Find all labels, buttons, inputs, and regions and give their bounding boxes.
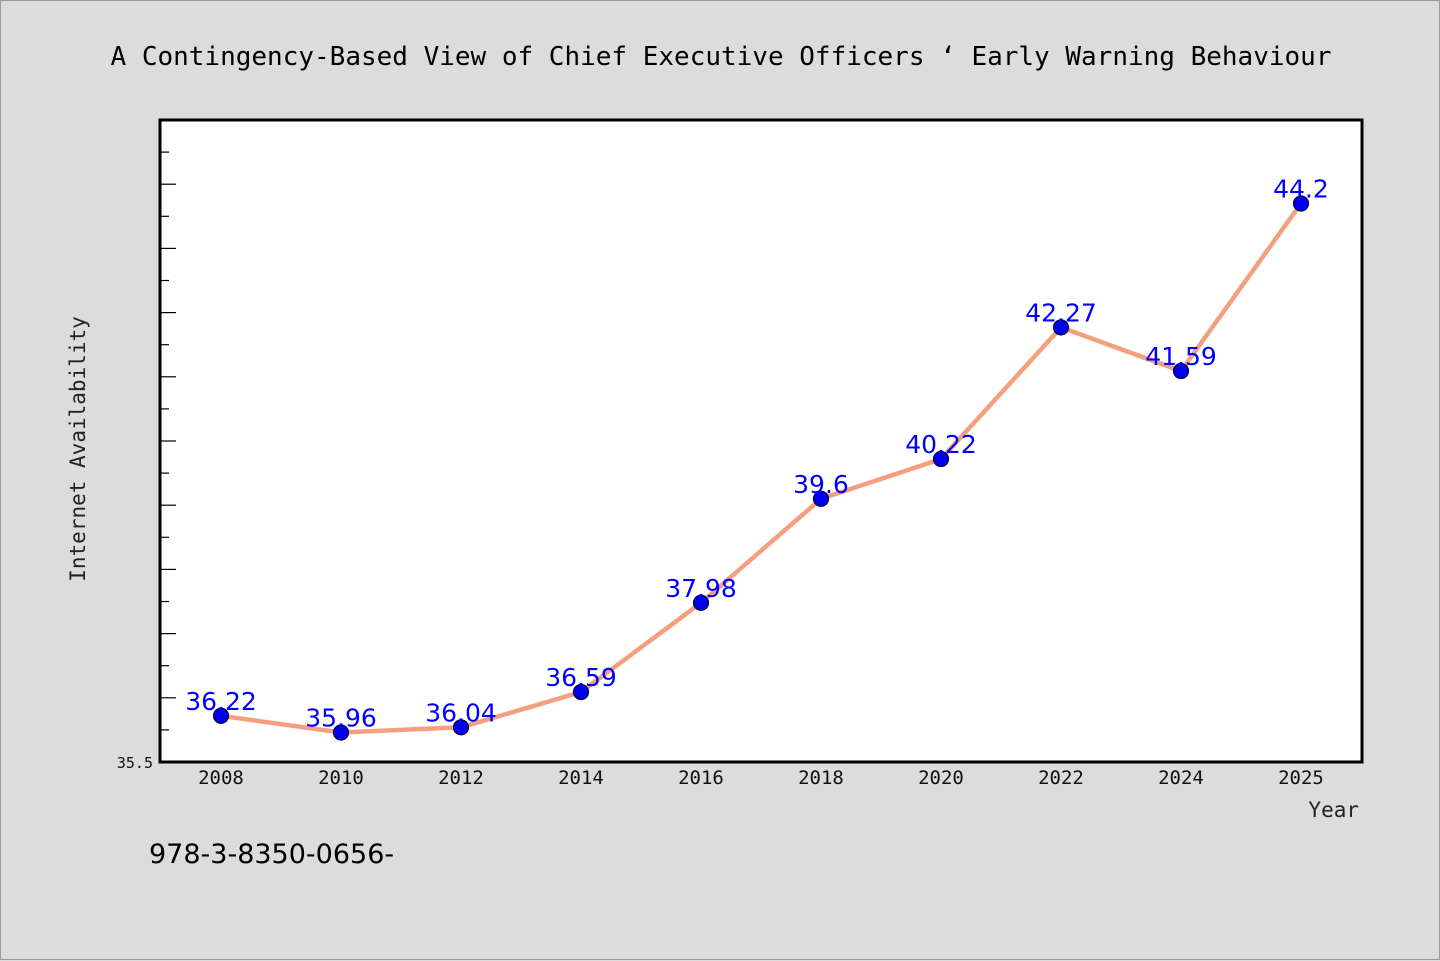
data-label: 36.04: [425, 698, 497, 727]
data-label: 40.22: [905, 430, 977, 459]
data-label: 39.6: [793, 470, 849, 499]
x-tick-label: 2014: [558, 767, 604, 789]
x-tick-label: 2022: [1038, 767, 1084, 789]
y-tick-label: 35.5: [117, 754, 153, 772]
x-tick-label: 2024: [1158, 767, 1204, 789]
data-label: 36.59: [545, 663, 617, 692]
data-labels: 36.22 35.96 36.04 36.59 37.98 39.6 40.22 42.27 4…: [185, 174, 1329, 732]
chart-title: A Contingency-Based View of Chief Execut…: [111, 42, 1332, 72]
data-label: 35.96: [305, 703, 377, 732]
data-label: 41.59: [1145, 342, 1217, 371]
isbn-text: 978-3-8350-0656-: [149, 839, 394, 870]
series-line: [218, 201, 1304, 735]
data-point-marker: [1172, 362, 1190, 380]
data-label: 42.27: [1025, 298, 1097, 327]
data-point-marker: [572, 683, 590, 701]
data-point-marker: [1052, 319, 1070, 336]
data-label: 44.2: [1273, 174, 1329, 203]
data-point-marker: [1292, 195, 1310, 212]
x-tick-label: 2018: [798, 767, 844, 789]
x-tick-label: 2016: [678, 767, 724, 789]
x-axis-tick-labels: 2008 2010 2012 2014 2016 2018 2020 2022 2024 2025: [198, 767, 1324, 789]
x-tick-label: 2012: [438, 767, 484, 789]
plot-area: [158, 118, 1364, 764]
series-markers: [212, 195, 1310, 741]
data-point-marker: [212, 707, 230, 724]
data-label: 36.22: [185, 687, 257, 716]
y-axis-ticks: [160, 119, 176, 763]
data-point-marker: [812, 490, 830, 507]
x-tick-label: 2008: [198, 767, 244, 789]
data-point-marker: [452, 719, 470, 736]
x-tick-label: 2010: [318, 767, 364, 789]
data-point-marker: [692, 594, 710, 611]
data-point-marker: [932, 450, 950, 468]
data-point-marker: [332, 724, 350, 741]
y-axis-title: Internet Availability: [66, 316, 90, 582]
data-label: 37.98: [665, 574, 737, 603]
x-axis-title: Year: [1308, 798, 1359, 822]
x-tick-label: 2025: [1278, 767, 1324, 789]
x-tick-label: 2020: [918, 767, 964, 789]
